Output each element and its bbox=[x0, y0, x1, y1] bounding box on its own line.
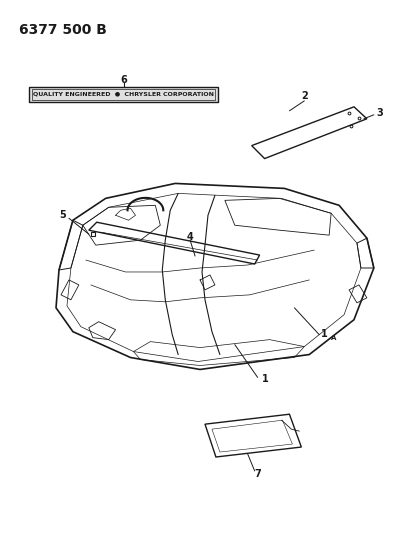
Text: QUALITY ENGINEERED  ●  CHRYSLER CORPORATION: QUALITY ENGINEERED ● CHRYSLER CORPORATIO… bbox=[33, 92, 213, 97]
Text: 4: 4 bbox=[186, 232, 193, 242]
Text: 6: 6 bbox=[120, 75, 127, 85]
Bar bbox=[29, 87, 217, 102]
Text: 7: 7 bbox=[254, 469, 261, 479]
Text: 1: 1 bbox=[320, 329, 327, 338]
Text: 3: 3 bbox=[376, 108, 383, 118]
Text: 6377 500 B: 6377 500 B bbox=[19, 23, 107, 37]
Text: 5: 5 bbox=[59, 210, 66, 220]
Text: 2: 2 bbox=[300, 91, 307, 101]
Text: A: A bbox=[330, 335, 336, 341]
Text: 1: 1 bbox=[261, 374, 268, 384]
Bar bbox=[32, 89, 214, 100]
